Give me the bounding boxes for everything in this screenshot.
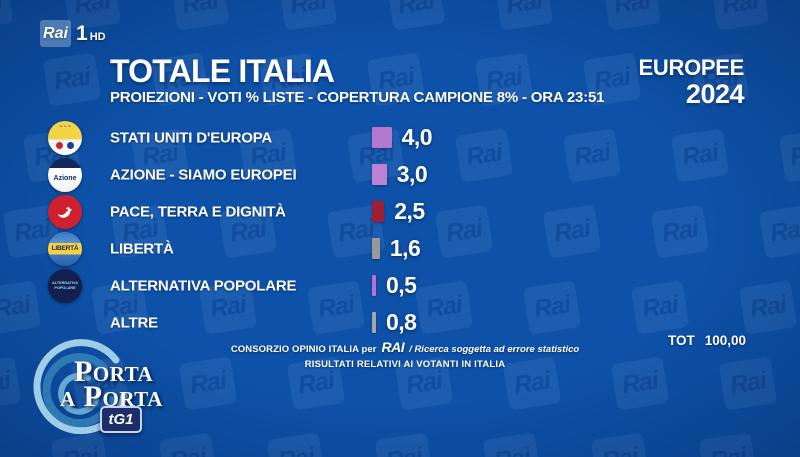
party-row: LIBERTÀ LIBERTÀ 1,6 bbox=[40, 230, 760, 267]
result-bar bbox=[372, 127, 392, 148]
results-list: ~ ~ ~ STATI UNITI D'EUROPA 4,0 Azione AZIONE… bbox=[40, 119, 760, 341]
rai-watermark-tile: Rai bbox=[0, 356, 22, 411]
party-logo-stati-uniti-europa-icon: ~ ~ ~ bbox=[48, 120, 82, 155]
rai-watermark-tile: Rai bbox=[602, 0, 662, 31]
source-brand: RAI bbox=[381, 339, 405, 355]
event-title: EUROPEE 2024 bbox=[638, 55, 745, 109]
rai-logo: Rai bbox=[40, 20, 71, 47]
party-row: PACE, TERRA E DIGNITÀ 2,5 bbox=[40, 193, 760, 230]
result-value: 4,0 bbox=[401, 124, 433, 150]
result-value: 1,6 bbox=[389, 235, 421, 261]
source-line-2: RISULTATI RELATIVI AI VOTANTI IN ITALIA bbox=[304, 359, 506, 370]
result-bar bbox=[372, 164, 387, 185]
bar-zone: 3,0 bbox=[372, 156, 428, 193]
source-prefix: CONSORZIO OPINIO ITALIA per bbox=[230, 344, 377, 355]
rai-watermark-tile: Rai bbox=[710, 0, 770, 31]
party-row: ALTERNATIVA POPOLARE ALTERNATIVA POPOLARE… bbox=[40, 267, 760, 304]
result-value: 0,8 bbox=[386, 309, 417, 335]
party-name: PACE, TERRA E DIGNITÀ bbox=[110, 203, 286, 220]
bar-zone: 4,0 bbox=[372, 119, 433, 156]
result-bar bbox=[372, 312, 376, 333]
party-logo-azione-icon: Azione bbox=[48, 157, 82, 192]
result-bar bbox=[372, 238, 380, 259]
party-name: LIBERTÀ bbox=[110, 240, 174, 257]
result-bar bbox=[372, 201, 385, 222]
rai-watermark-tile: Rai bbox=[758, 204, 800, 259]
rai-watermark-tile: Rai bbox=[0, 0, 14, 31]
party-logo-liberta-icon: LIBERTÀ bbox=[48, 231, 82, 266]
event-name: EUROPEE bbox=[638, 55, 745, 80]
rai-watermark-tile: Rai bbox=[266, 432, 326, 457]
porta-a-porta-wordmark: Porta a Porta bbox=[60, 355, 163, 413]
result-value: 2,5 bbox=[394, 198, 425, 224]
event-year: 2024 bbox=[685, 79, 745, 109]
rai-watermark-tile: Rai bbox=[386, 0, 446, 31]
porta-line-2: a Porta bbox=[60, 379, 163, 413]
rai-watermark-tile: Rai bbox=[718, 356, 778, 411]
porta-line-1: Porta bbox=[74, 355, 154, 388]
page-subtitle: PROIEZIONI - VOTI % LISTE - COPERTURA CA… bbox=[110, 89, 605, 106]
source-disclaimer: / Ricerca soggetta ad errore statistico bbox=[409, 344, 580, 355]
rai-watermark-tile: Rai bbox=[778, 128, 800, 183]
dove-icon bbox=[57, 206, 73, 218]
party-logo-text: Azione bbox=[53, 175, 77, 182]
channel-number: 1 bbox=[76, 21, 88, 45]
result-value: 0,5 bbox=[386, 272, 417, 298]
rai-watermark-tile: Rai bbox=[590, 432, 650, 457]
rai-watermark-tile: Rai bbox=[494, 0, 554, 31]
bar-zone: 2,5 bbox=[372, 193, 425, 230]
rai-watermark-tile: Rai bbox=[0, 280, 42, 335]
bar-zone: 1,6 bbox=[372, 230, 421, 267]
result-value: 3,0 bbox=[396, 161, 428, 187]
rai-watermark-tile: Rai bbox=[42, 52, 102, 107]
party-row: Azione AZIONE - SIAMO EUROPEI 3,0 bbox=[40, 156, 760, 193]
porta-a-porta-logo: Porta a Porta tG1 bbox=[28, 338, 218, 453]
party-name: STATI UNITI D'EUROPA bbox=[110, 129, 273, 146]
tg1-logo: tG1 bbox=[100, 406, 142, 433]
party-row: ALTRE 0,8 bbox=[40, 304, 760, 341]
rai-watermark-tile: Rai bbox=[698, 432, 758, 457]
rai-watermark-tile: Rai bbox=[278, 0, 338, 31]
bar-zone: 0,5 bbox=[372, 267, 417, 304]
source-note: CONSORZIO OPINIO ITALIA per RAI / Ricerc… bbox=[170, 339, 640, 370]
bar-zone: 0,8 bbox=[372, 304, 417, 341]
total-label: TOT bbox=[667, 333, 695, 348]
total-row: TOT 100,00 bbox=[668, 333, 746, 348]
party-row: ~ ~ ~ STATI UNITI D'EUROPA 4,0 bbox=[40, 119, 760, 156]
page-title: TOTALE ITALIA bbox=[110, 53, 335, 89]
party-logo-text: LIBERTÀ bbox=[51, 245, 79, 252]
source-line-1: CONSORZIO OPINIO ITALIA per RAI / Ricerc… bbox=[231, 339, 579, 355]
total-value: 100,00 bbox=[704, 333, 746, 348]
rai-watermark-tile: Rai bbox=[482, 432, 542, 457]
channel-bug: Rai 1 HD bbox=[40, 20, 106, 47]
party-name: AZIONE - SIAMO EUROPEI bbox=[110, 166, 297, 183]
party-name: ALTRE bbox=[110, 314, 158, 331]
party-logo-altpop-icon: ALTERNATIVA POPOLARE bbox=[48, 268, 82, 303]
party-logo-text: ALTERNATIVA POPOLARE bbox=[52, 280, 78, 290]
rai-watermark-tile: Rai bbox=[0, 432, 2, 457]
hd-badge: HD bbox=[89, 30, 106, 43]
rai-watermark-tile: Rai bbox=[170, 0, 230, 31]
rai-watermark-tile: Rai bbox=[374, 432, 434, 457]
party-logo-pace-icon bbox=[48, 194, 82, 229]
party-name: ALTERNATIVA POPOLARE bbox=[110, 277, 297, 294]
result-bar bbox=[372, 275, 376, 296]
